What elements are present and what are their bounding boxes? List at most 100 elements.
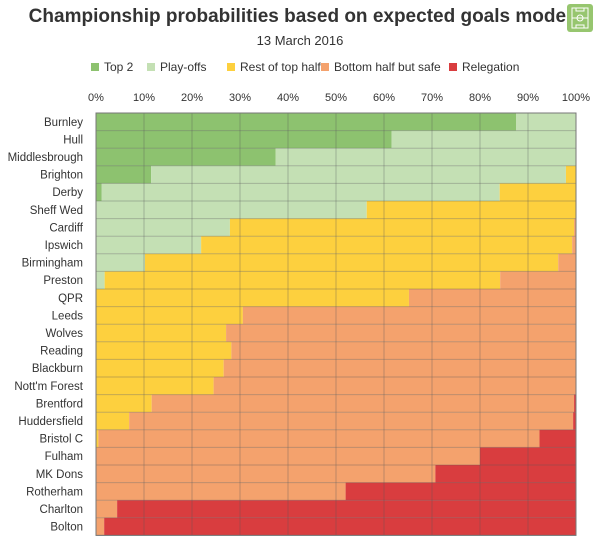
- bar-segment: [391, 130, 576, 149]
- bar-segment: [96, 218, 230, 237]
- bar-segment: [96, 201, 367, 219]
- category-label: Fulham: [45, 451, 83, 463]
- x-tick-label: 80%: [469, 92, 491, 104]
- legend-swatch: [449, 63, 457, 71]
- bar-segment: [129, 412, 574, 430]
- bar-segment: [96, 517, 105, 536]
- bar-segment: [151, 165, 566, 184]
- bar-segment: [223, 359, 576, 377]
- x-tick-label: 0%: [88, 92, 104, 104]
- bar-segment: [572, 236, 576, 254]
- bar-segment: [96, 236, 202, 254]
- category-label: Brentford: [36, 398, 83, 410]
- legend-item: Play-offs: [147, 59, 206, 75]
- category-label: Preston: [43, 275, 83, 287]
- category-label: Middlesbrough: [8, 152, 83, 164]
- bar-segment: [96, 412, 130, 430]
- bar-segment: [500, 271, 576, 289]
- category-label: Derby: [52, 187, 83, 199]
- bar-segment: [96, 394, 152, 413]
- legend-label: Rest of top half: [240, 60, 321, 74]
- legend-swatch: [91, 63, 99, 71]
- bar-segment: [565, 165, 576, 184]
- chart-legend: Top 2 Play-offs Rest of top half Bottom hal…: [0, 59, 600, 75]
- bar-segment: [213, 377, 576, 395]
- bar-segment: [480, 447, 576, 465]
- category-label: Birmingham: [22, 258, 83, 270]
- category-label: Leeds: [52, 310, 84, 322]
- category-label: Ipswich: [45, 240, 83, 252]
- chart-subtitle: 13 March 2016: [256, 33, 344, 48]
- bar-segment: [96, 253, 145, 272]
- legend-item: Relegation: [449, 59, 519, 75]
- bar-segment: [539, 429, 576, 448]
- x-tick-label: 70%: [421, 92, 443, 104]
- legend-item: Rest of top half: [227, 59, 321, 75]
- legend-swatch: [321, 63, 329, 71]
- bar-segment: [229, 218, 575, 237]
- bar-segment: [96, 377, 214, 395]
- bar-segment: [96, 447, 480, 465]
- bar-segment: [201, 236, 573, 254]
- category-label: Bristol C: [40, 434, 83, 446]
- bar-segment: [516, 113, 576, 131]
- category-label: Huddersfield: [18, 416, 83, 428]
- category-label: MK Dons: [36, 469, 84, 481]
- category-label: Bolton: [50, 522, 83, 534]
- pitch-logo-icon: [567, 4, 593, 32]
- bar-segment: [96, 130, 392, 149]
- category-label: Hull: [63, 134, 83, 146]
- bar-segment: [275, 148, 576, 166]
- bar-segment: [366, 201, 576, 219]
- bar-segment: [408, 289, 576, 307]
- bar-segment: [96, 465, 436, 483]
- chart-title: Championship probabilities based on expe…: [28, 6, 572, 27]
- category-label: Burnley: [44, 117, 83, 129]
- x-tick-label: 20%: [181, 92, 203, 104]
- category-label: Nott'm Forest: [14, 381, 83, 393]
- x-tick-label: 60%: [373, 92, 395, 104]
- bar-segment: [574, 218, 576, 237]
- plot-border: [95, 112, 577, 536]
- bar-segment: [231, 341, 577, 360]
- category-label: Brighton: [40, 170, 83, 182]
- bar-segment: [101, 183, 500, 201]
- bar-segment: [96, 113, 516, 131]
- x-tick-label: 40%: [277, 92, 299, 104]
- legend-swatch: [227, 63, 235, 71]
- bar-segment: [574, 394, 576, 413]
- bar-segment: [96, 306, 243, 325]
- bar-segment: [226, 324, 576, 342]
- x-tick-label: 50%: [325, 92, 347, 104]
- x-tick-label: 100%: [562, 92, 590, 104]
- bar-segment: [345, 482, 576, 501]
- bar-segment: [104, 271, 501, 289]
- legend-label: Relegation: [462, 60, 520, 74]
- category-label: Sheff Wed: [30, 205, 83, 217]
- category-label: Rotherham: [26, 486, 83, 498]
- category-label: QPR: [58, 293, 83, 305]
- category-label: Cardiff: [49, 222, 83, 234]
- category-label: Charlton: [40, 504, 83, 516]
- bar-segment: [96, 289, 409, 307]
- bar-segment: [499, 183, 576, 201]
- bar-segment: [151, 394, 575, 413]
- bar-segment: [96, 500, 118, 518]
- bar-segment: [96, 183, 102, 201]
- bar-segment: [96, 165, 152, 184]
- bar-segment: [435, 465, 576, 483]
- category-label: Wolves: [46, 328, 84, 340]
- bar-segment: [98, 429, 540, 448]
- bar-segment: [96, 148, 276, 166]
- bar-segment: [104, 517, 576, 536]
- bar-segment: [96, 359, 224, 377]
- bar-segment: [96, 341, 232, 360]
- category-label: Reading: [40, 346, 83, 358]
- bar-segment: [558, 253, 576, 272]
- legend-label: Top 2: [104, 60, 134, 74]
- category-label: Blackburn: [32, 363, 83, 375]
- bar-segment: [96, 482, 346, 501]
- legend-label: Play-offs: [160, 60, 207, 74]
- bar-segment: [96, 429, 99, 448]
